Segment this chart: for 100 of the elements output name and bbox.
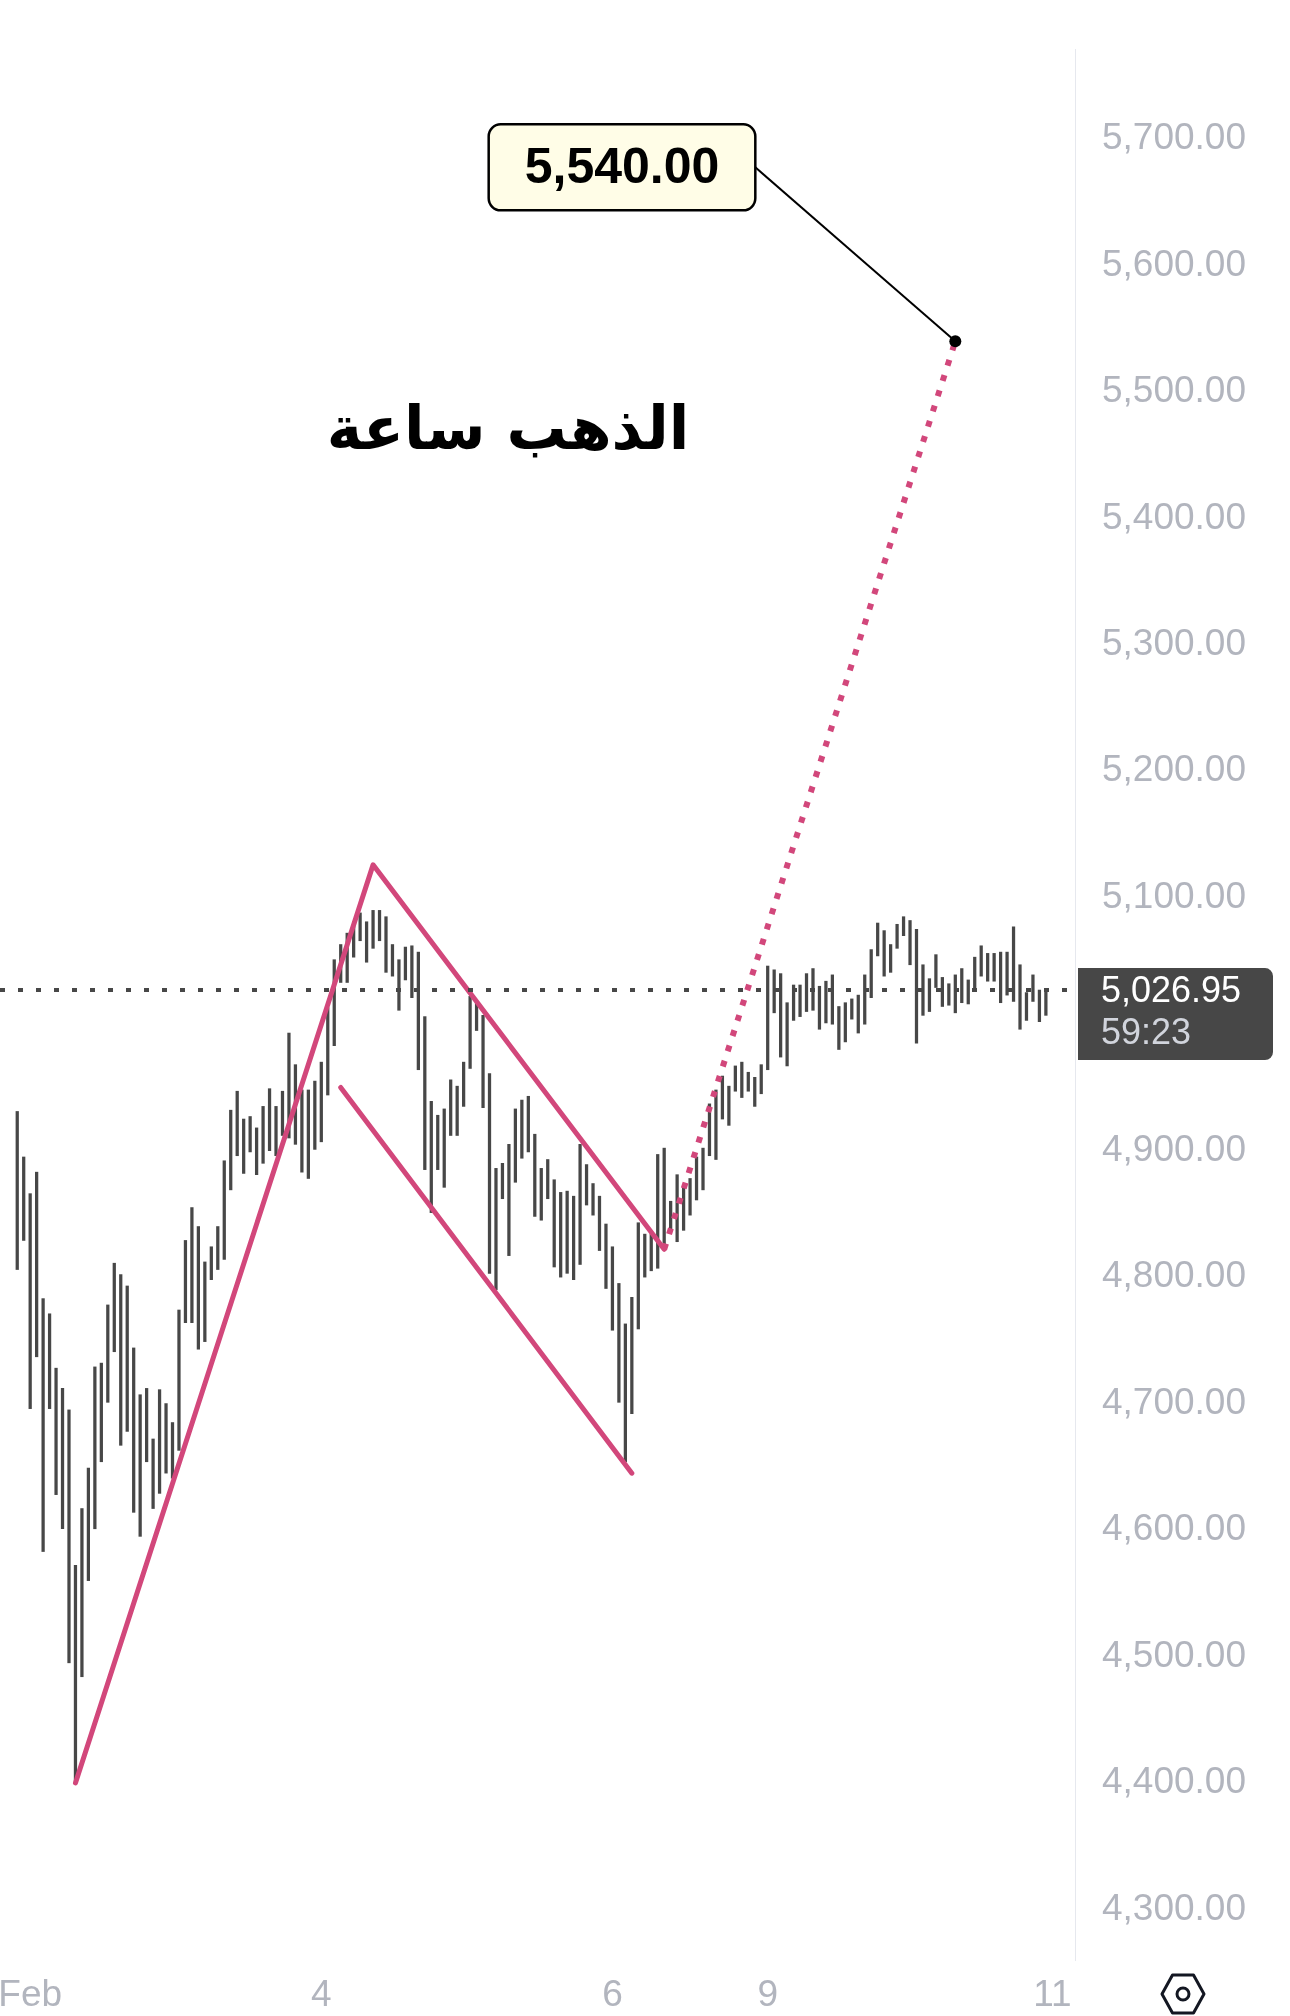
bar: [203, 1261, 207, 1342]
y-tick-label: 4,400.00: [1102, 1760, 1247, 1802]
bar: [908, 920, 912, 966]
x-tick-label: 4: [311, 1973, 332, 2015]
x-tick-label: Feb: [0, 1973, 63, 2015]
bar: [462, 1061, 466, 1107]
bar: [843, 1002, 847, 1043]
bar: [47, 1313, 52, 1409]
bar: [274, 1106, 278, 1157]
bar: [280, 1090, 285, 1136]
bar: [714, 1089, 718, 1160]
bar: [177, 1309, 181, 1451]
bar: [856, 994, 860, 1034]
x-tick-label: 9: [757, 1973, 778, 2015]
bar: [125, 1285, 129, 1432]
bar: [610, 1246, 615, 1331]
bar: [487, 1073, 492, 1274]
bar: [500, 1162, 505, 1200]
bar: [157, 1389, 162, 1494]
bar: [533, 1133, 537, 1217]
bar: [1018, 964, 1022, 1030]
y-tick-label: 5,700.00: [1102, 116, 1247, 158]
bar: [67, 1409, 71, 1664]
bar: [804, 973, 809, 1012]
bar: [837, 1006, 841, 1050]
bar: [578, 1144, 582, 1265]
bar: [526, 1095, 530, 1153]
bar: [358, 912, 362, 942]
bar: [442, 1108, 446, 1188]
bar: [785, 1002, 789, 1067]
bar: [455, 1085, 459, 1136]
bar: [364, 921, 369, 963]
bar: [164, 1403, 168, 1474]
bar: [209, 1246, 213, 1280]
bar: [876, 922, 880, 957]
bar: [468, 996, 472, 1069]
bar: [520, 1099, 524, 1159]
bar: [817, 985, 822, 1030]
bar: [436, 1114, 440, 1170]
y-tick-label: 4,700.00: [1102, 1380, 1247, 1422]
bar: [901, 916, 906, 937]
bar: [494, 1168, 498, 1291]
bar: [947, 983, 951, 1006]
bar: [60, 1388, 65, 1530]
bar: [267, 1088, 272, 1151]
bar: [701, 1147, 705, 1191]
bar: [992, 953, 996, 982]
bar: [22, 1156, 26, 1241]
bar: [623, 1323, 627, 1463]
bar: [513, 1108, 518, 1183]
bar: [384, 916, 388, 973]
bar: [242, 1118, 246, 1174]
bar: [539, 1168, 543, 1221]
bar: [119, 1274, 123, 1446]
bar: [998, 951, 1003, 1004]
bar: [151, 1438, 155, 1509]
bar: [882, 930, 886, 977]
y-tick-label: 5,600.00: [1102, 242, 1247, 284]
bar: [371, 910, 375, 949]
bar: [688, 1178, 692, 1216]
y-tick-label: 5,400.00: [1102, 495, 1247, 537]
y-tick-label: 4,800.00: [1102, 1254, 1247, 1296]
bar: [377, 910, 382, 942]
bar: [481, 1015, 485, 1108]
bar: [196, 1226, 201, 1350]
bar: [727, 1085, 731, 1126]
y-tick-label: 5,200.00: [1102, 748, 1247, 790]
y-tick-label: 5,100.00: [1102, 874, 1247, 916]
bar: [759, 1064, 763, 1095]
y-tick-label: 4,600.00: [1102, 1507, 1247, 1549]
x-tick-label: 11: [1033, 1973, 1072, 2015]
y-tick-label: 5,500.00: [1102, 369, 1247, 411]
bar: [15, 1111, 19, 1270]
bar: [138, 1394, 142, 1537]
bar: [183, 1240, 188, 1323]
bar: [507, 1144, 511, 1256]
bar: [746, 1071, 750, 1092]
bar: [591, 1183, 595, 1216]
bar: [617, 1283, 621, 1403]
data-label: 5,540.00: [524, 138, 720, 195]
y-tick-label: 4,500.00: [1102, 1633, 1247, 1675]
bar: [559, 1192, 563, 1278]
bar: [1037, 989, 1042, 1022]
bar: [261, 1106, 265, 1164]
bar: [895, 923, 899, 949]
bar: [604, 1223, 608, 1289]
bar: [229, 1109, 233, 1191]
bar: [740, 1061, 744, 1098]
bar: [93, 1366, 97, 1530]
bar: [145, 1388, 149, 1463]
text: 59:23: [1101, 1011, 1192, 1053]
bar: [235, 1090, 239, 1157]
bar: [41, 1298, 45, 1552]
bar: [552, 1179, 556, 1268]
bar: [319, 1061, 323, 1143]
bar: [643, 1233, 647, 1278]
bar: [106, 1304, 110, 1403]
ref-line-label: 5,026.95: [1101, 969, 1242, 1011]
bar: [403, 946, 408, 981]
bar: [254, 1127, 259, 1176]
